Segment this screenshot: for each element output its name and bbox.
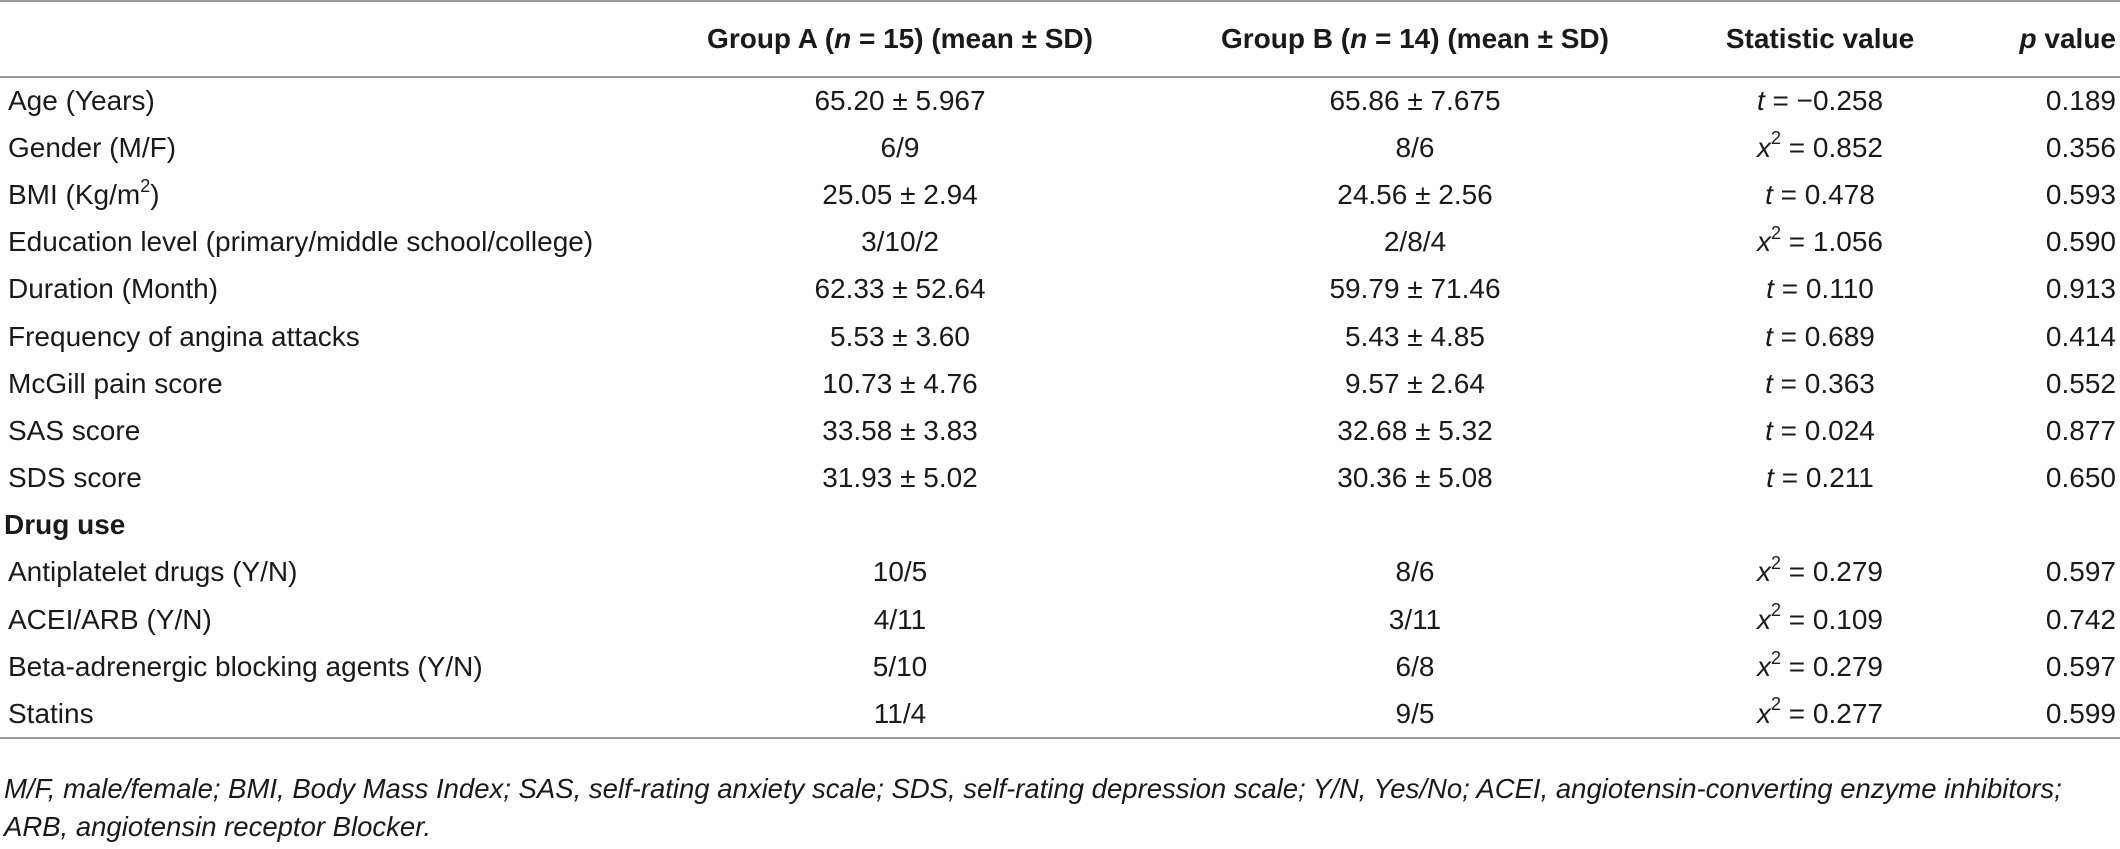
group-a-value: 5/10 xyxy=(872,650,928,682)
group-a-value: 65.20 ± 5.967 xyxy=(814,85,986,117)
group-a-value: 25.05 ± 2.94 xyxy=(822,178,978,210)
group-b-value: 8/6 xyxy=(1395,131,1435,163)
statistic-value: t = 0.211 xyxy=(1766,462,1874,494)
table-row: Gender (M/F) 6/9 8/6 x2 = 0.852 0.356 xyxy=(0,124,2120,171)
statistic-value: t = 0.689 xyxy=(1765,320,1875,352)
table-row: SAS score 33.58 ± 3.83 32.68 ± 5.32 t = … xyxy=(0,407,2120,454)
statistic-value: t = 0.110 xyxy=(1766,273,1874,305)
table-header: Group A (n = 15) (mean ± SD) Group B (n … xyxy=(0,1,2120,77)
statistic-value: x2 = 0.279 xyxy=(1757,647,1883,682)
group-a-value: 11/4 xyxy=(873,697,927,729)
footnote-line-2: ARB, angiotensin receptor Blocker. xyxy=(4,811,431,842)
table-body: Age (Years) 65.20 ± 5.967 65.86 ± 7.675 … xyxy=(0,77,2120,738)
group-a-value: 5.53 ± 3.60 xyxy=(830,320,970,352)
group-b-value: 9.57 ± 2.64 xyxy=(1345,367,1485,399)
table-row: Age (Years) 65.20 ± 5.967 65.86 ± 7.675 … xyxy=(0,77,2120,124)
group-b-value: 9/5 xyxy=(1395,697,1435,729)
header-statistic: Statistic value xyxy=(1725,23,1915,54)
group-a-value: 4/11 xyxy=(873,603,927,635)
group-b-value: 24.56 ± 2.56 xyxy=(1337,178,1493,210)
row-label: Education level (primary/middle school/c… xyxy=(8,226,594,258)
footnote-line-1: M/F, male/female; BMI, Body Mass Index; … xyxy=(4,773,2062,804)
p-value: 0.877 xyxy=(2045,414,2116,446)
p-value: 0.356 xyxy=(2045,131,2116,163)
row-label: Gender (M/F) xyxy=(8,131,177,163)
row-label: SAS score xyxy=(8,414,141,446)
header-row: Group A (n = 15) (mean ± SD) Group B (n … xyxy=(0,1,2120,77)
table-row: Antiplatelet drugs (Y/N) 10/5 8/6 x2 = 0… xyxy=(0,549,2120,596)
row-label: Statins xyxy=(8,697,94,729)
baseline-characteristics-table: Group A (n = 15) (mean ± SD) Group B (n … xyxy=(0,1,2120,738)
group-b-value: 6/8 xyxy=(1395,650,1435,682)
group-b-value: 2/8/4 xyxy=(1383,226,1447,258)
group-a-value: 33.58 ± 3.83 xyxy=(822,414,978,446)
header-group-b: Group B (n = 14) (mean ± SD) xyxy=(1221,23,1609,54)
p-value: 0.590 xyxy=(2045,226,2116,258)
group-a-value: 62.33 ± 52.64 xyxy=(814,273,986,305)
table-row: ACEI/ARB (Y/N) 4/11 3/11 x2 = 0.109 0.74… xyxy=(0,596,2120,643)
row-label: Antiplatelet drugs (Y/N) xyxy=(8,556,298,588)
p-value: 0.742 xyxy=(2045,603,2116,635)
section-row-drug-use: Drug use xyxy=(0,502,2120,549)
statistic-value: t = 0.363 xyxy=(1765,367,1875,399)
row-label: BMI (Kg/m2) xyxy=(8,175,160,210)
statistic-value: x2 = 0.277 xyxy=(1757,694,1883,729)
p-value: 0.593 xyxy=(2045,178,2116,210)
table-row: SDS score 31.93 ± 5.02 30.36 ± 5.08 t = … xyxy=(0,455,2120,502)
group-a-value: 10.73 ± 4.76 xyxy=(822,367,978,399)
header-label-empty xyxy=(0,1,650,77)
group-b-value: 8/6 xyxy=(1395,556,1435,588)
group-b-value: 32.68 ± 5.32 xyxy=(1337,414,1493,446)
statistic-value: x2 = 0.852 xyxy=(1757,128,1883,163)
table-row: Statins 11/4 9/5 x2 = 0.277 0.599 xyxy=(0,690,2120,737)
row-label: McGill pain score xyxy=(8,367,223,399)
group-a-value: 31.93 ± 5.02 xyxy=(822,462,978,494)
group-b-value: 65.86 ± 7.675 xyxy=(1329,85,1501,117)
group-b-value: 30.36 ± 5.08 xyxy=(1337,462,1493,494)
table-row: Education level (primary/middle school/c… xyxy=(0,219,2120,266)
p-value: 0.189 xyxy=(2045,85,2116,117)
group-b-value: 3/11 xyxy=(1388,603,1442,635)
statistic-value: t = 0.478 xyxy=(1765,178,1875,210)
row-label: Beta-adrenergic blocking agents (Y/N) xyxy=(8,650,483,682)
row-label: Frequency of angina attacks xyxy=(8,320,360,352)
group-a-value: 10/5 xyxy=(872,556,928,588)
p-value: 0.913 xyxy=(2045,273,2116,305)
table-footnote: M/F, male/female; BMI, Body Mass Index; … xyxy=(4,770,2114,846)
group-b-value: 59.79 ± 71.46 xyxy=(1329,273,1501,305)
p-value: 0.650 xyxy=(2045,462,2116,494)
row-label: Duration (Month) xyxy=(8,273,219,305)
p-value: 0.597 xyxy=(2045,556,2116,588)
header-p-value: p value xyxy=(2019,23,2117,54)
statistic-value: x2 = 0.279 xyxy=(1757,553,1883,588)
group-a-value: 6/9 xyxy=(880,131,920,163)
statistic-value: t = 0.024 xyxy=(1765,414,1875,446)
p-value: 0.597 xyxy=(2045,650,2116,682)
group-b-value: 5.43 ± 4.85 xyxy=(1345,320,1485,352)
p-value: 0.599 xyxy=(2045,697,2116,729)
table-row: BMI (Kg/m2) 25.05 ± 2.94 24.56 ± 2.56 t … xyxy=(0,171,2120,218)
statistic-value: x2 = 0.109 xyxy=(1757,600,1883,635)
table-row: McGill pain score 10.73 ± 4.76 9.57 ± 2.… xyxy=(0,360,2120,407)
row-label: SDS score xyxy=(8,462,142,494)
p-value: 0.414 xyxy=(2045,320,2116,352)
table-row: Frequency of angina attacks 5.53 ± 3.60 … xyxy=(0,313,2120,360)
table-row: Beta-adrenergic blocking agents (Y/N) 5/… xyxy=(0,643,2120,690)
baseline-characteristics-table-wrapper: Group A (n = 15) (mean ± SD) Group B (n … xyxy=(0,1,2120,738)
row-label: ACEI/ARB (Y/N) xyxy=(8,603,212,635)
header-group-a: Group A (n = 15) (mean ± SD) xyxy=(707,23,1093,54)
section-heading: Drug use xyxy=(4,509,126,541)
row-label: Age (Years) xyxy=(8,85,155,117)
statistic-value: t = −0.258 xyxy=(1756,85,1884,117)
p-value: 0.552 xyxy=(2045,367,2116,399)
statistic-value: x2 = 1.056 xyxy=(1757,222,1883,258)
table-row: Duration (Month) 62.33 ± 52.64 59.79 ± 7… xyxy=(0,266,2120,313)
group-a-value: 3/10/2 xyxy=(861,226,939,258)
